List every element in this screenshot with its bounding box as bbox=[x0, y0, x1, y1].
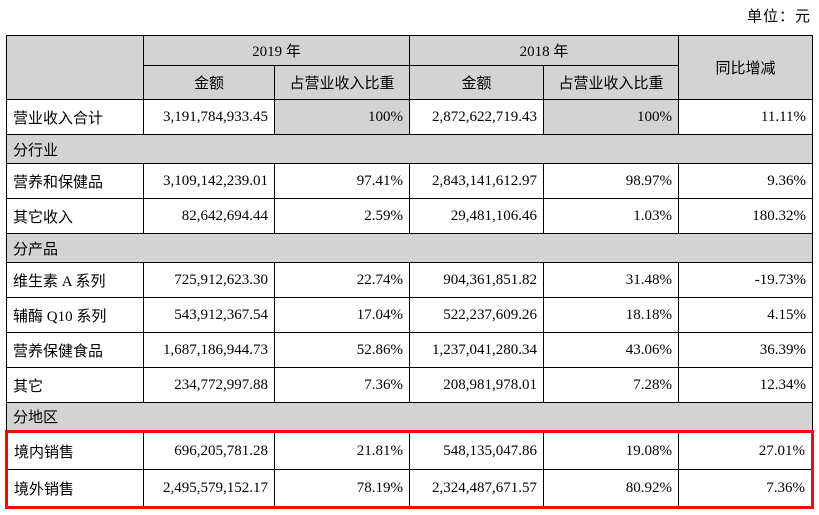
table-row: 营养和保健品 3,109,142,239.01 97.41% 2,843,141,61… bbox=[6, 163, 814, 199]
table-row: 营养保健食品 1,687,186,944.73 52.86% 1,237,041,28… bbox=[6, 332, 814, 368]
section-row: 分地区 bbox=[5, 402, 814, 432]
cell-ratio-2018: 1.03% bbox=[543, 198, 680, 234]
table-row: 境外销售 2,495,579,152.17 78.19% 2,324,487,671.… bbox=[5, 469, 815, 509]
cell-amount-2019: 696,205,781.28 bbox=[143, 430, 275, 470]
cell-ratio-2018: 43.06% bbox=[543, 332, 680, 368]
cell-yoy: 7.36% bbox=[678, 469, 815, 509]
cell-label: 其它收入 bbox=[6, 198, 144, 234]
cell-yoy: 9.36% bbox=[678, 163, 814, 199]
cell-amount-2018: 2,872,622,719.43 bbox=[409, 99, 545, 135]
cell-label: 营养和保健品 bbox=[6, 163, 144, 199]
header-yoy: 同比增减 bbox=[678, 35, 814, 100]
table-row: 其它收入 82,642,694.44 2.59% 29,481,106.46 1.03%… bbox=[6, 198, 814, 234]
cell-ratio-2019: 2.59% bbox=[273, 198, 411, 234]
cell-amount-2019: 82,642,694.44 bbox=[143, 198, 275, 234]
section-row: 分行业 bbox=[5, 134, 814, 164]
section-label: 分地区 bbox=[5, 402, 814, 432]
cell-label: 境外销售 bbox=[5, 469, 144, 509]
cell-label: 辅酶 Q10 系列 bbox=[6, 297, 144, 333]
cell-ratio-2018: 80.92% bbox=[543, 469, 680, 509]
cell-label: 维生素 A 系列 bbox=[6, 262, 144, 298]
table-row: 辅酶 Q10 系列 543,912,367.54 17.04% 522,237,609… bbox=[6, 297, 814, 333]
cell-label: 其它 bbox=[6, 367, 144, 403]
header-ratio-2018: 占营业收入比重 bbox=[543, 65, 680, 100]
cell-label: 境内销售 bbox=[5, 430, 144, 470]
cell-amount-2018: 1,237,041,280.34 bbox=[409, 332, 545, 368]
cell-yoy: 11.11% bbox=[678, 99, 814, 135]
cell-yoy: 12.34% bbox=[678, 367, 814, 403]
cell-ratio-2019: 17.04% bbox=[273, 297, 411, 333]
cell-yoy: 27.01% bbox=[678, 430, 815, 470]
header-2019: 2019 年 bbox=[142, 35, 411, 66]
cell-amount-2018: 2,324,487,671.57 bbox=[409, 469, 545, 509]
unit-label: 单位：元 bbox=[746, 9, 811, 25]
cell-ratio-2018: 7.28% bbox=[543, 367, 680, 403]
cell-amount-2018: 2,843,141,612.97 bbox=[409, 163, 545, 199]
cell-amount-2019: 2,495,579,152.17 bbox=[143, 469, 275, 509]
header-amount-2018: 金额 bbox=[409, 65, 545, 100]
cell-amount-2018: 522,237,609.26 bbox=[409, 297, 545, 333]
cell-yoy: 180.32% bbox=[678, 198, 814, 234]
table-header: 2019 年 2018 年 同比增减 金额 占营业收入比重 金额 占营业收入比重 bbox=[6, 35, 814, 100]
header-row-years: 2019 年 2018 年 同比增减 bbox=[6, 35, 814, 100]
section-label: 分行业 bbox=[5, 134, 814, 164]
cell-amount-2019: 543,912,367.54 bbox=[143, 297, 275, 333]
table-row: 营业收入合计 3,191,784,933.45 100% 2,872,622,719.… bbox=[6, 99, 814, 135]
cell-ratio-2019: 7.36% bbox=[273, 367, 411, 403]
section-label: 分产品 bbox=[5, 233, 814, 263]
cell-ratio-2018: 98.97% bbox=[543, 163, 680, 199]
cell-yoy: 36.39% bbox=[678, 332, 814, 368]
cell-amount-2019: 3,109,142,239.01 bbox=[143, 163, 275, 199]
header-row-metrics: 金额 占营业收入比重 金额 占营业收入比重 bbox=[7, 65, 813, 100]
corner-cell bbox=[6, 35, 144, 100]
table-row: 维生素 A 系列 725,912,623.30 22.74% 904,361,851.… bbox=[6, 262, 814, 298]
table-row: 其它 234,772,997.88 7.36% 208,981,978.01 7.28%… bbox=[6, 367, 814, 403]
header-ratio-2019: 占营业收入比重 bbox=[273, 65, 411, 100]
cell-ratio-2019: 97.41% bbox=[273, 163, 411, 199]
cell-amount-2018: 29,481,106.46 bbox=[409, 198, 545, 234]
revenue-table: 2019 年 2018 年 同比增减 金额 占营业收入比重 金额 占营业收入比重… bbox=[5, 35, 815, 509]
cell-ratio-2019: 100% bbox=[273, 99, 411, 135]
cell-ratio-2018: 100% bbox=[543, 99, 680, 135]
cell-ratio-2018: 18.18% bbox=[543, 297, 680, 333]
cell-ratio-2019: 78.19% bbox=[273, 469, 411, 509]
cell-amount-2019: 725,912,623.30 bbox=[143, 262, 275, 298]
cell-yoy: -19.73% bbox=[678, 262, 814, 298]
cell-ratio-2018: 19.08% bbox=[543, 430, 680, 470]
cell-amount-2019: 234,772,997.88 bbox=[143, 367, 275, 403]
cell-amount-2019: 3,191,784,933.45 bbox=[143, 99, 275, 135]
cell-label: 营业收入合计 bbox=[6, 99, 144, 135]
cell-ratio-2019: 21.81% bbox=[273, 430, 411, 470]
header-amount-2019: 金额 bbox=[143, 65, 275, 100]
cell-amount-2018: 904,361,851.82 bbox=[409, 262, 545, 298]
table-row: 境内销售 696,205,781.28 21.81% 548,135,047.86 19… bbox=[5, 430, 815, 470]
table-body: 营业收入合计 3,191,784,933.45 100% 2,872,622,719.… bbox=[5, 99, 815, 509]
header-2018: 2018 年 bbox=[409, 35, 680, 66]
section-row: 分产品 bbox=[5, 233, 814, 263]
cell-label: 营养保健食品 bbox=[6, 332, 144, 368]
cell-ratio-2019: 52.86% bbox=[273, 332, 411, 368]
cell-ratio-2019: 22.74% bbox=[273, 262, 411, 298]
cell-yoy: 4.15% bbox=[678, 297, 814, 333]
cell-ratio-2018: 31.48% bbox=[543, 262, 680, 298]
cell-amount-2019: 1,687,186,944.73 bbox=[143, 332, 275, 368]
cell-amount-2018: 208,981,978.01 bbox=[409, 367, 545, 403]
cell-amount-2018: 548,135,047.86 bbox=[409, 430, 545, 470]
